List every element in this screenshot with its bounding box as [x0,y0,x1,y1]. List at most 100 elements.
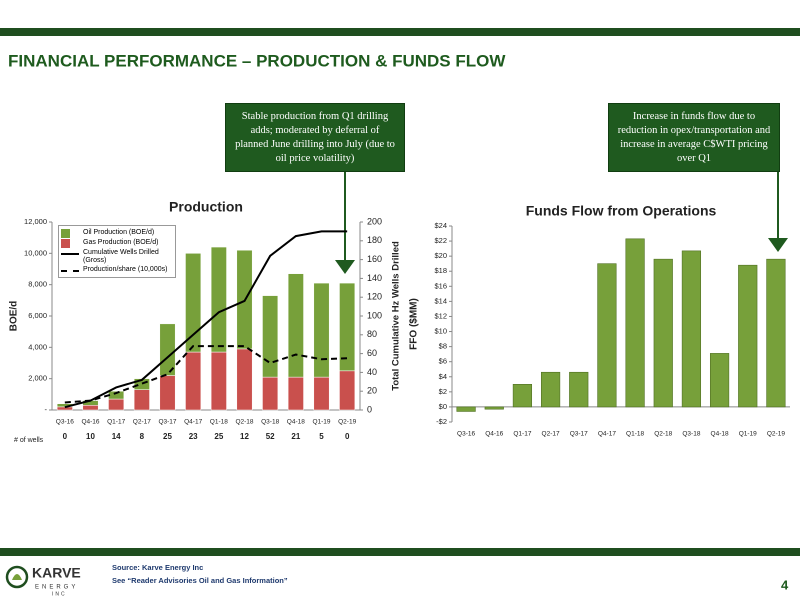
bar [597,263,617,408]
x-tick-label: Q3-17 [158,419,176,426]
footer-source: Source: Karve Energy Inc [112,563,203,572]
bar [512,384,533,408]
y-tick-label: 10,000 [24,248,47,257]
y-axis-title: BOE/d [9,301,20,332]
callout: Increase in funds flow due to reduction … [608,103,780,172]
x-tick-label: Q1-18 [210,419,228,426]
y2-tick-label: 80 [367,329,377,339]
slide-title: FINANCIAL PERFORMANCE – PRODUCTION & FUN… [8,51,506,70]
y2-tick-label: 200 [367,216,382,226]
bar [185,253,202,353]
y2-tick-label: 120 [367,292,382,302]
logo-icon [5,565,29,589]
y-tick-label: 8,000 [28,280,47,289]
x-tick-label: Q1-18 [626,431,644,438]
row-value: 25 [163,432,172,441]
legend-item: Oil Production (BOE/d) [61,229,173,238]
bar [56,406,73,411]
y-tick-label: $0 [439,402,447,411]
bar [262,376,279,411]
y2-tick-label: 40 [367,367,377,377]
bar [236,348,253,411]
y-tick-label: 6,000 [28,311,47,320]
top-band [0,28,800,36]
x-tick-label: Q4-16 [485,431,503,438]
chart-title: Production [169,199,243,215]
logo: KARVE ENERGY INC [5,565,81,597]
y-tick-label: 2,000 [28,374,47,383]
legend-item: Production/share (10,000s) [61,266,173,274]
y-tick-label: $18 [434,266,447,275]
row-value: 8 [140,432,145,441]
x-tick-label: Q3-16 [457,431,475,438]
logo-sub: ENERGY [35,585,78,591]
legend-item: Gas Production (BOE/d) [61,239,173,248]
logo-name: KARVE [32,565,81,581]
row-value: 25 [214,432,223,441]
x-tick-label: Q4-17 [184,419,202,426]
x-tick-label: Q4-18 [711,431,729,438]
x-tick-label: Q1-19 [312,419,330,426]
legend-swatch [61,239,70,248]
x-tick-label: Q3-18 [682,431,700,438]
y2-tick-label: 180 [367,235,382,245]
x-tick-label: Q4-18 [287,419,305,426]
row-value: 52 [266,432,275,441]
callout: Stable production from Q1 drilling adds;… [225,103,405,172]
x-tick-label: Q3-17 [570,431,588,438]
legend-swatch [61,270,79,272]
y2-tick-label: 160 [367,254,382,264]
y-tick-label: 12,000 [24,217,47,226]
bar [339,282,356,372]
legend-label: Production/share (10,000s) [83,266,168,273]
bar [262,295,279,378]
bar [108,398,125,411]
x-tick-label: Q4-16 [81,419,99,426]
y2-tick-label: 20 [367,386,377,396]
x-tick-label: Q3-16 [56,419,74,426]
y2-tick-label: 100 [367,310,382,320]
line-series [64,345,348,404]
bar [159,375,176,411]
x-tick-label: Q4-17 [598,431,616,438]
row-value: 14 [112,432,121,441]
y-tick-label: -$2 [436,417,447,426]
footer-note: See “Reader Advisories Oil and Gas Infor… [112,576,288,585]
row-value: 21 [291,432,300,441]
bar [766,258,786,408]
legend-label: Cumulative Wells Drilled (Gross) [83,249,159,264]
y-tick-label: $10 [434,327,447,336]
x-tick-label: Q2-19 [338,419,356,426]
y-tick-label: $16 [434,281,447,290]
bar [287,376,304,411]
bar [456,406,476,412]
legend: Oil Production (BOE/d) Gas Production (BO… [58,225,176,278]
row-label: # of wells [14,437,44,444]
bar [82,405,99,411]
callout-arrowhead [335,260,355,274]
row-value: 0 [345,432,350,441]
x-tick-label: Q1-17 [513,431,531,438]
bar [339,370,356,411]
bar [313,376,330,411]
bar [569,371,589,408]
y-tick-label: 4,000 [28,342,47,351]
legend-swatch [61,229,70,238]
bar [133,389,150,411]
legend-label: Gas Production (BOE/d) [83,239,159,246]
logo-drop [12,574,22,580]
x-tick-label: Q2-18 [654,431,672,438]
y-tick-label: $24 [434,221,447,230]
y-tick-label: $20 [434,251,447,260]
x-tick-label: Q1-17 [107,419,125,426]
x-tick-label: Q1-19 [739,431,757,438]
bar [185,351,202,411]
page-number: 4 [781,577,789,592]
y-tick-label: $22 [434,236,447,245]
x-tick-label: Q2-19 [767,431,785,438]
x-tick-label: Q2-17 [133,419,151,426]
legend-swatch [61,253,79,255]
bar [738,264,758,408]
